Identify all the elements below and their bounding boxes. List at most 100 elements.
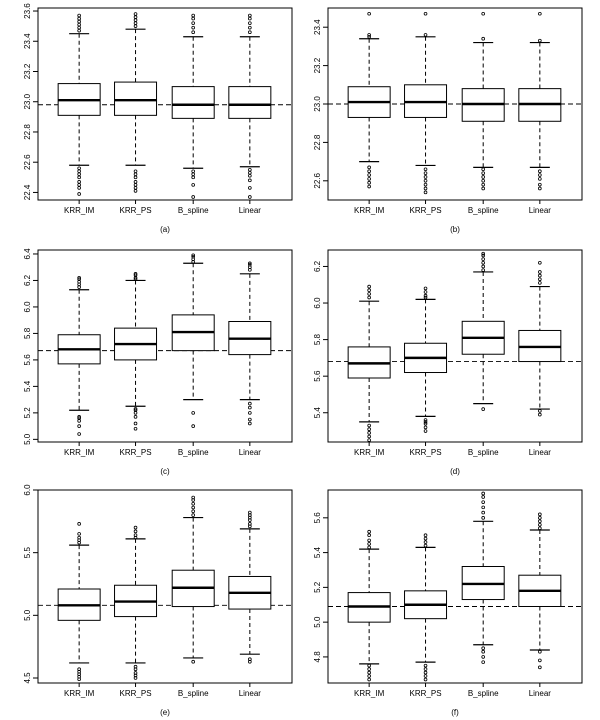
outlier-point — [423, 179, 428, 183]
x-category-label: Linear — [239, 206, 262, 215]
y-tick-label: 23.0 — [313, 96, 322, 112]
outlier-point — [423, 429, 428, 433]
outlier-point — [538, 182, 542, 187]
outlier-point — [367, 288, 371, 293]
outlier-point — [191, 254, 195, 259]
outlier-point — [367, 173, 371, 177]
outlier-point — [367, 169, 371, 174]
outlier-point — [191, 424, 195, 428]
outlier-point — [367, 165, 371, 170]
outlier-point — [538, 526, 542, 531]
outlier-point — [538, 38, 542, 43]
y-tick-label: 5.4 — [313, 546, 322, 558]
outlier-point — [423, 536, 428, 541]
outlier-point — [367, 184, 371, 189]
outlier-point — [248, 421, 252, 426]
outlier-point — [133, 671, 138, 675]
outlier-point — [423, 286, 428, 291]
outlier-point — [538, 658, 542, 663]
outlier-point — [538, 270, 542, 274]
outlier-point — [367, 667, 371, 671]
outlier-point — [367, 542, 371, 546]
outlier-point — [423, 182, 428, 187]
outlier-point — [423, 543, 428, 548]
box-KRR_IM — [347, 284, 391, 442]
outlier-point — [481, 407, 485, 411]
outlier-point — [367, 438, 371, 442]
outlier-point — [481, 251, 485, 256]
outlier-point — [481, 171, 485, 175]
outlier-point — [77, 22, 81, 27]
y-tick-label: 5.6 — [313, 512, 322, 524]
box-KRR_PS — [404, 11, 448, 195]
outlier-point — [133, 169, 138, 174]
outlier-point — [481, 186, 485, 191]
box-panel-3: 5.0 5.2 5.4 5.6 5.8 6.0 6.2 6.4 KRR_IM KRR_PS B_sp… — [23, 248, 293, 476]
outlier-point — [538, 186, 542, 191]
plot-frame — [37, 7, 293, 201]
y-tick-label: 5.0 — [313, 616, 322, 628]
y-tick-label: 22.8 — [23, 124, 32, 140]
x-category-label: KRR_PS — [120, 448, 152, 457]
outlier-point — [191, 509, 195, 514]
outlier-point — [423, 175, 428, 179]
y-tick-label: 5.2 — [313, 581, 322, 593]
outlier-point — [77, 424, 81, 428]
box-KRR_PS — [114, 272, 158, 431]
outlier-point — [538, 173, 542, 177]
plot-frame — [327, 489, 583, 684]
outlier-point — [367, 180, 371, 185]
outlier-point — [481, 660, 485, 664]
box-KRR_PS — [404, 533, 448, 682]
outlier-point — [77, 19, 81, 24]
outlier-point — [481, 253, 485, 258]
outlier-point — [538, 177, 542, 181]
outlier-point — [367, 11, 371, 16]
outlier-point — [423, 670, 428, 675]
y-tick-label: 23.4 — [313, 19, 322, 35]
outlier-point — [77, 532, 81, 536]
box-Linear — [228, 510, 272, 664]
outlier-point — [133, 175, 138, 180]
outlier-point — [367, 427, 371, 432]
box-panel-6: 4.8 5.0 5.2 5.4 5.6 KRR_IM KRR_PS B_spline Linea… — [313, 489, 583, 717]
outlier-point — [538, 519, 542, 524]
outlier-point — [133, 272, 138, 276]
outlier-point — [538, 516, 542, 520]
outlier-point — [77, 432, 81, 436]
box-Linear — [518, 11, 562, 191]
outlier-point — [481, 510, 485, 515]
outlier-point — [248, 261, 252, 266]
outlier-point — [423, 677, 428, 682]
outlier-point — [367, 284, 371, 289]
outlier-point — [191, 253, 195, 258]
outlier-point — [133, 533, 138, 537]
box-Linear — [228, 13, 272, 199]
outlier-point — [423, 533, 428, 538]
outlier-point — [481, 175, 485, 179]
panel-label: (f) — [451, 708, 459, 717]
x-category-label: KRR_PS — [410, 206, 442, 215]
outlier-point — [481, 516, 485, 520]
box-panel-4: 5.4 5.6 5.8 6.0 6.2 KRR_IM KRR_PS B_spline Linea… — [313, 249, 583, 476]
outlier-point — [191, 13, 195, 18]
outlier-point — [423, 290, 428, 294]
outlier-point — [77, 535, 81, 540]
box-B_spline — [461, 11, 505, 191]
outlier-point — [248, 170, 252, 175]
outlier-point — [248, 405, 252, 410]
x-category-label: B_spline — [468, 689, 499, 698]
outlier-point — [133, 407, 138, 411]
outlier-point — [367, 34, 371, 39]
outlier-point — [191, 659, 195, 664]
outlier-point — [367, 545, 371, 550]
x-category-label: KRR_PS — [120, 689, 152, 698]
y-tick-label: 5.4 — [23, 380, 32, 392]
x-category-label: KRR_IM — [354, 689, 385, 698]
outlier-point — [133, 180, 138, 184]
outlier-point — [248, 186, 252, 190]
outlier-point — [481, 500, 485, 504]
outlier-point — [248, 657, 252, 661]
outlier-point — [481, 167, 485, 172]
